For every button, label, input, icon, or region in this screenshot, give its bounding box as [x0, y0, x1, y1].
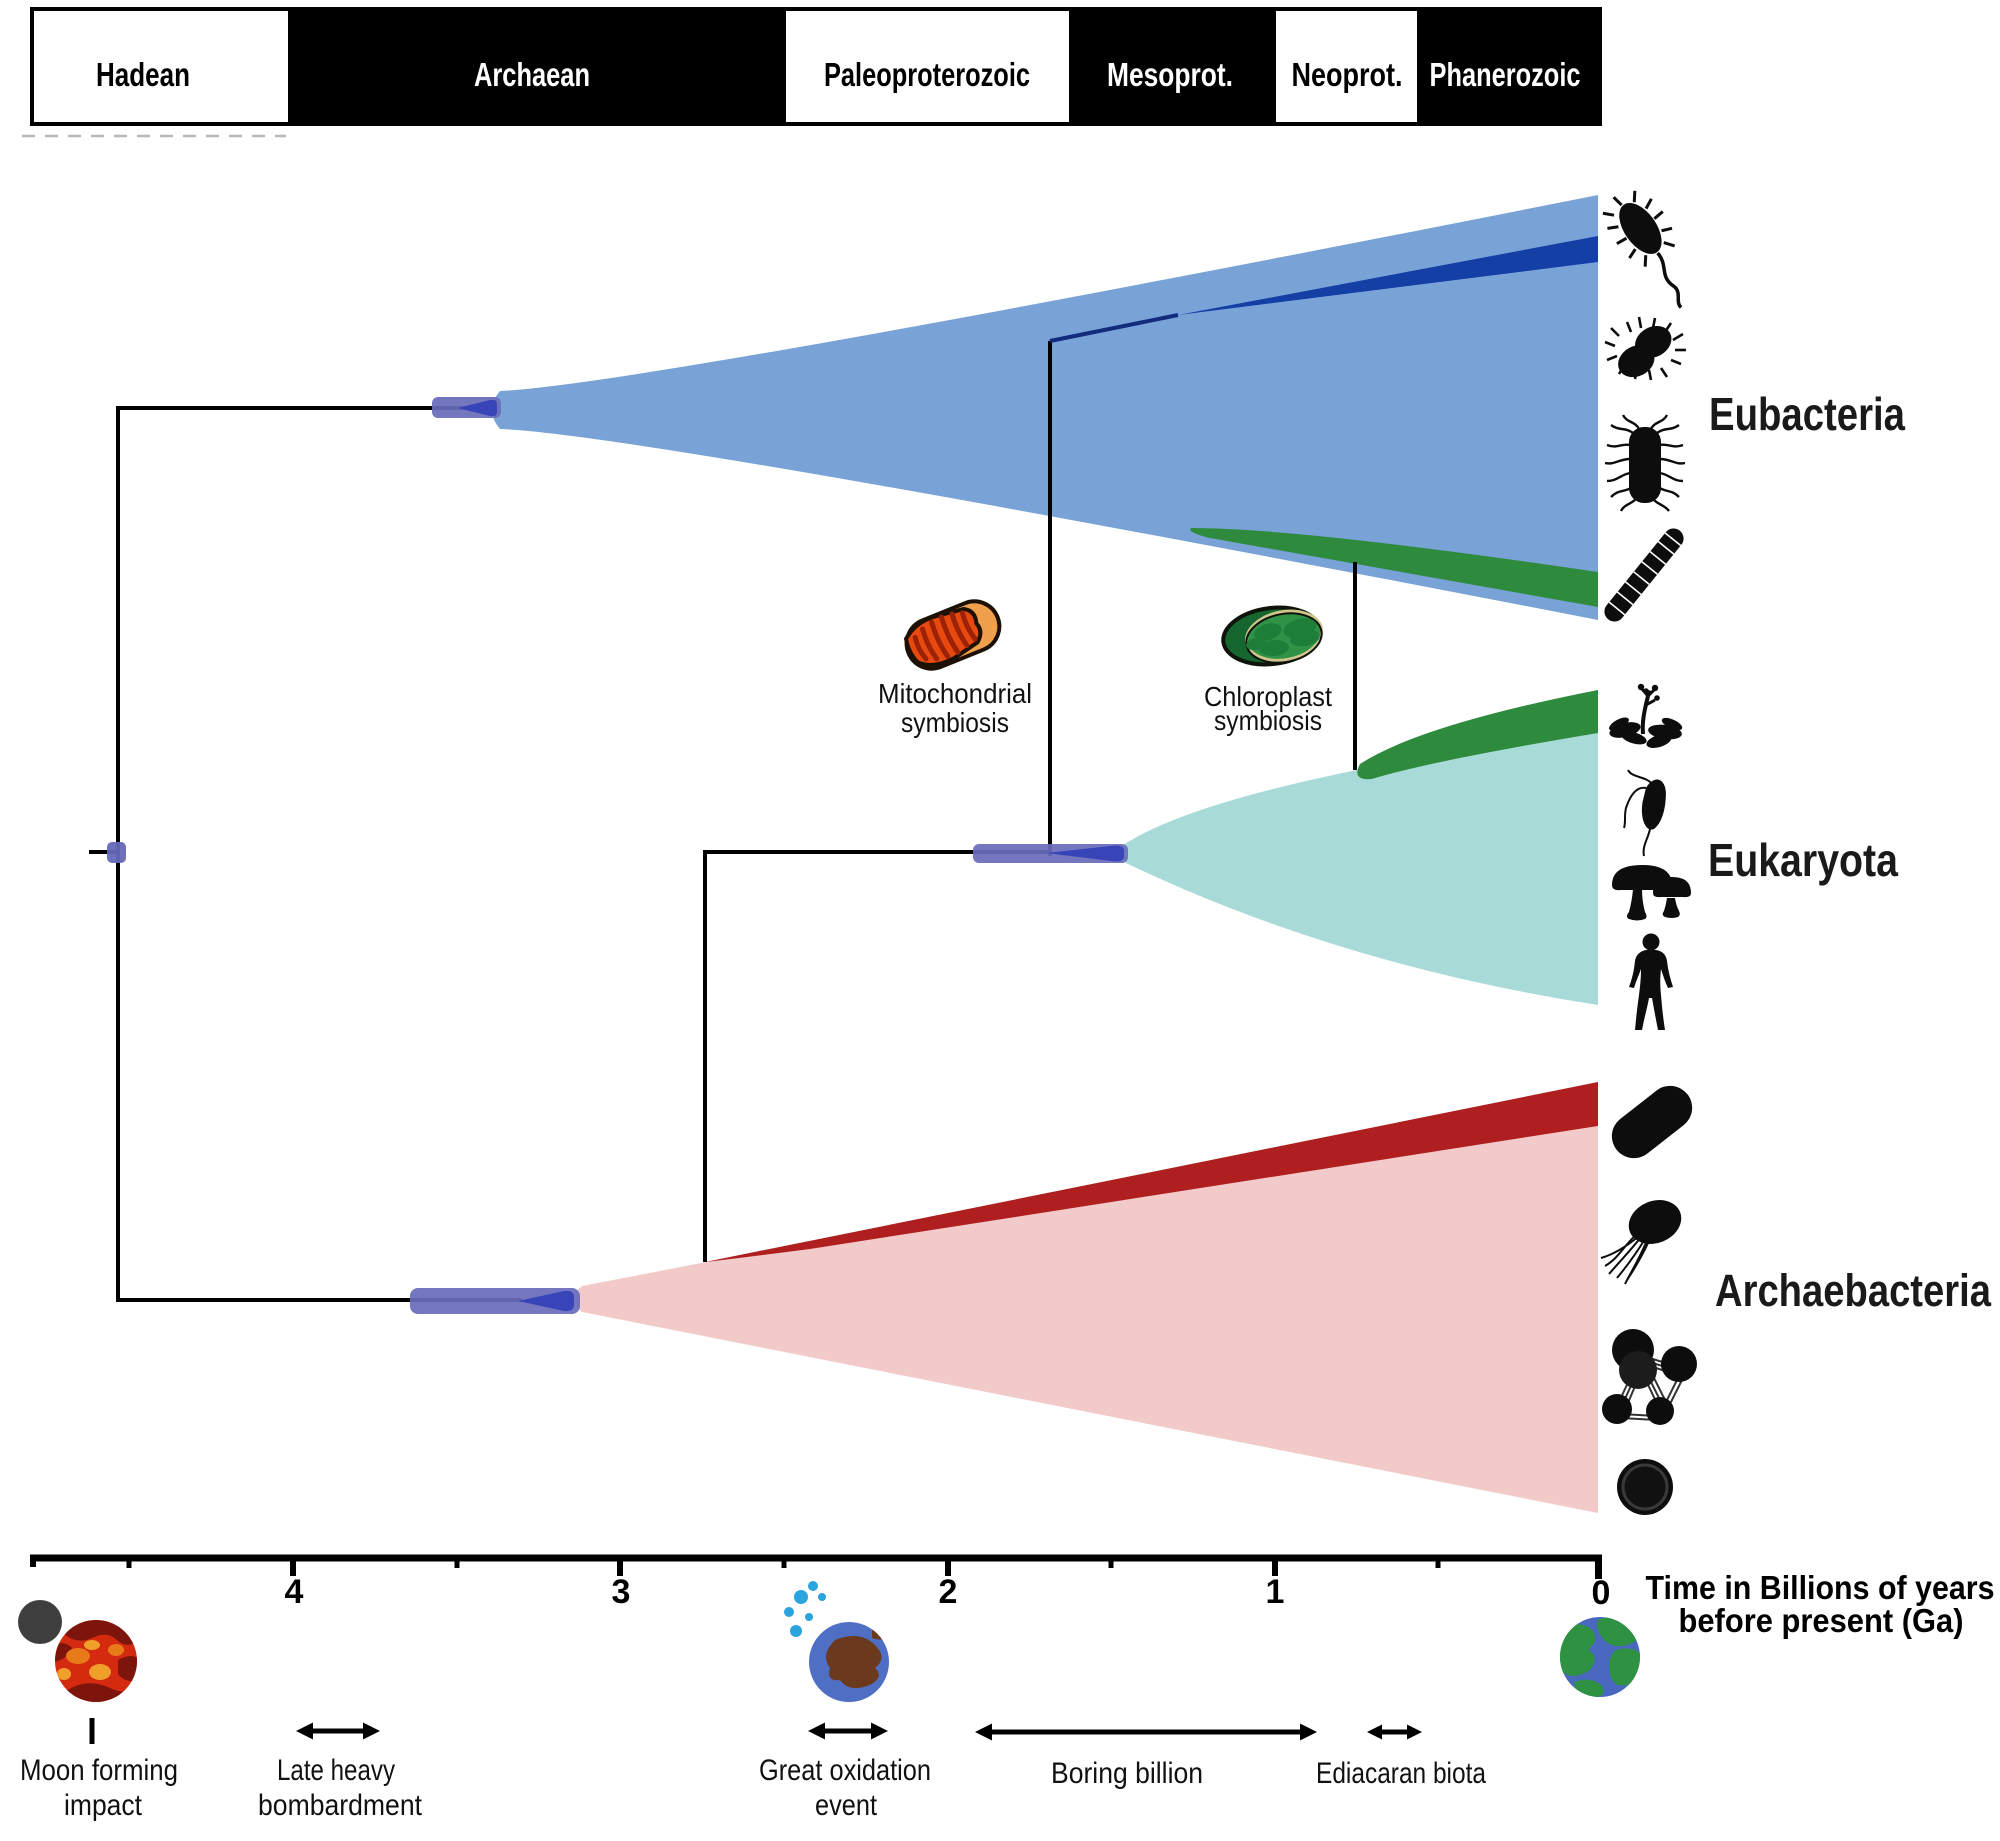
svg-text:1: 1	[1266, 1573, 1285, 1611]
svg-text:Boring billion: Boring billion	[1051, 1757, 1203, 1790]
svg-text:before present (Ga): before present (Ga)	[1679, 1602, 1964, 1639]
svg-text:2: 2	[939, 1573, 958, 1611]
svg-text:Great oxidation: Great oxidation	[759, 1754, 931, 1787]
svg-text:Mesoprot.: Mesoprot.	[1107, 56, 1233, 93]
svg-text:Time in Billions of years: Time in Billions of years	[1646, 1569, 1995, 1606]
svg-text:Eukaryota: Eukaryota	[1708, 834, 1898, 886]
svg-text:Phanerozoic: Phanerozoic	[1430, 56, 1581, 93]
svg-text:3: 3	[612, 1573, 631, 1611]
svg-text:4: 4	[285, 1573, 304, 1611]
svg-text:symbiosis: symbiosis	[1214, 705, 1322, 736]
svg-text:bombardment: bombardment	[258, 1789, 423, 1822]
svg-text:Ediacaran biota: Ediacaran biota	[1316, 1757, 1486, 1790]
svg-text:impact: impact	[64, 1789, 143, 1822]
svg-text:0: 0	[1592, 1574, 1611, 1612]
svg-text:symbiosis: symbiosis	[901, 707, 1009, 738]
svg-text:Chloroplast: Chloroplast	[1204, 681, 1332, 712]
svg-text:Archaean: Archaean	[474, 56, 590, 93]
svg-text:Mitochondrial: Mitochondrial	[878, 678, 1032, 709]
svg-text:Neoprot.: Neoprot.	[1292, 56, 1403, 93]
svg-text:Late heavy: Late heavy	[277, 1754, 395, 1787]
svg-text:Moon forming: Moon forming	[20, 1754, 178, 1787]
svg-text:Archaebacteria: Archaebacteria	[1715, 1265, 1992, 1316]
svg-text:Eubacteria: Eubacteria	[1709, 388, 1905, 440]
svg-text:event: event	[815, 1789, 878, 1822]
svg-text:Paleoproterozoic: Paleoproterozoic	[824, 56, 1030, 93]
svg-text:Hadean: Hadean	[96, 56, 190, 93]
